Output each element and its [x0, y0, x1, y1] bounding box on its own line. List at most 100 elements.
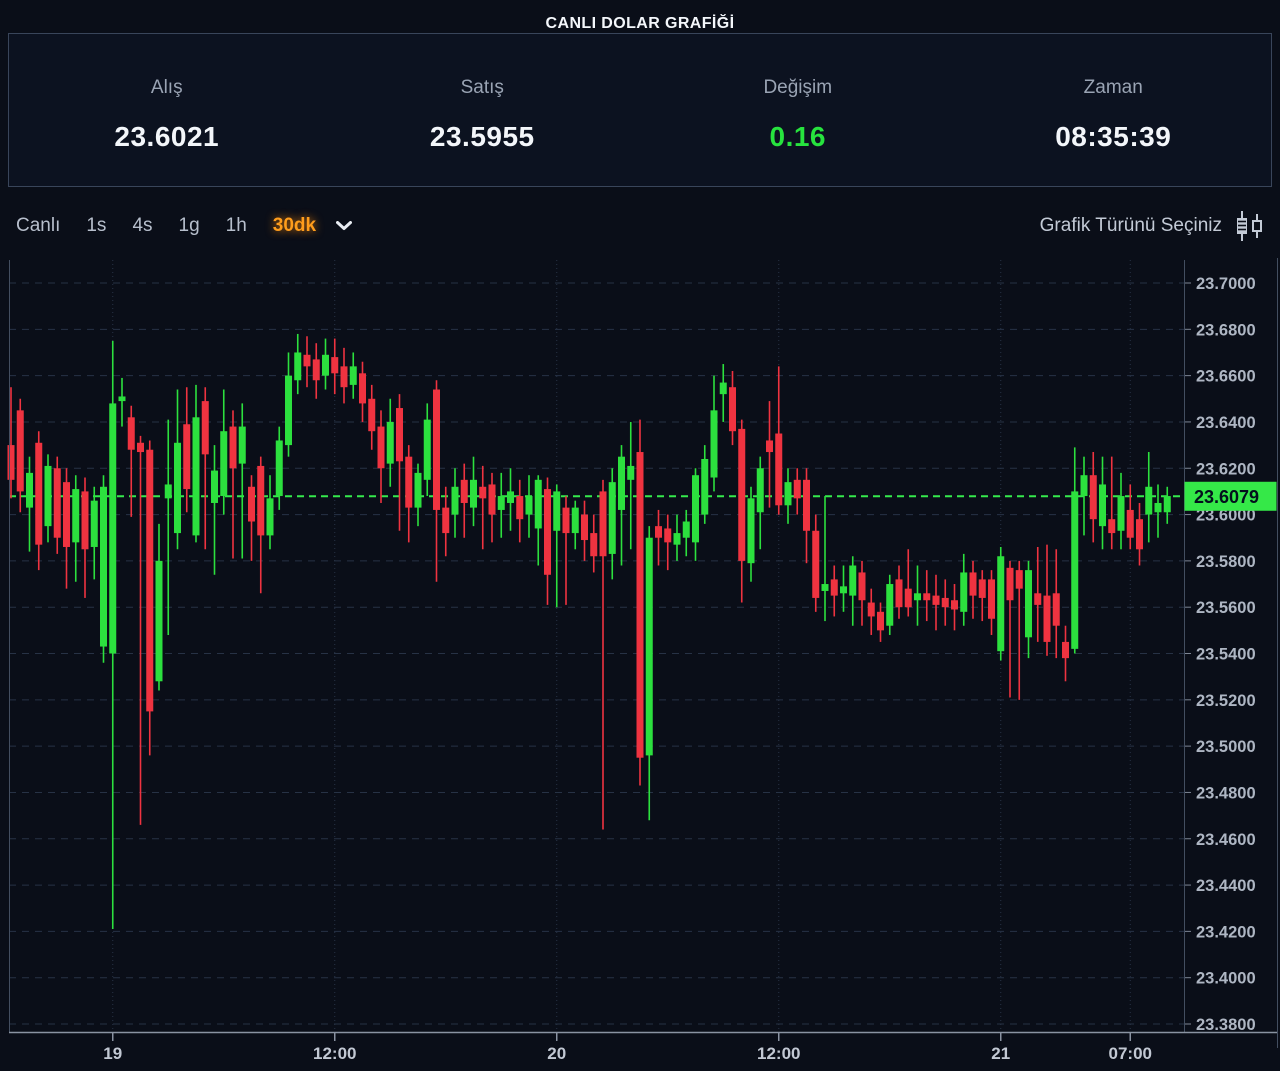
candle-body	[840, 586, 847, 594]
candle-body	[414, 472, 422, 508]
axis-label: 23.6800	[1196, 321, 1256, 339]
interval-4s[interactable]: 4s	[132, 215, 153, 236]
candle-body	[238, 426, 246, 464]
axis-label: 20	[547, 1044, 566, 1063]
candle-body	[312, 359, 320, 381]
candle-body	[433, 389, 440, 510]
quote-buy: Alış 23.6021	[9, 34, 325, 186]
quote-sell: Satış 23.5955	[325, 34, 641, 186]
candle-body	[581, 514, 588, 541]
interval-30dk[interactable]: 30dk	[272, 215, 317, 236]
candle-body	[682, 521, 690, 538]
candle-body	[1043, 595, 1051, 642]
axis-label: 23.4200	[1196, 923, 1256, 941]
candle-body	[386, 421, 394, 464]
candle-body	[1099, 484, 1106, 527]
candle-body	[322, 354, 329, 376]
axis-label: 23.6200	[1196, 460, 1256, 478]
candle-body	[701, 458, 709, 515]
change-label: Değişim	[763, 77, 833, 98]
candle-body	[137, 442, 144, 453]
interval-1s[interactable]: 1s	[86, 215, 107, 236]
candle-body	[793, 479, 801, 499]
candle-body	[488, 484, 496, 515]
candle-body	[1071, 491, 1079, 649]
quote-change: Değişim 0.16	[640, 34, 956, 186]
candle-body	[396, 408, 403, 462]
axis-label: 23.5200	[1196, 692, 1256, 710]
candle-body	[460, 479, 468, 503]
candle-body	[377, 426, 385, 469]
interval-canli[interactable]: Canlı	[16, 215, 61, 236]
candle-body	[1163, 496, 1171, 513]
candle-body	[118, 396, 126, 402]
axis-label: 23.5000	[1196, 738, 1256, 756]
candle-body	[90, 500, 98, 547]
candle-body	[978, 579, 986, 598]
candle-body	[941, 597, 949, 608]
candle-body	[1052, 593, 1060, 626]
candle-body	[590, 533, 598, 557]
interval-1h[interactable]: 1h	[225, 215, 247, 236]
axis-label: 12:00	[757, 1044, 800, 1063]
page-title: CANLI DOLAR GRAFİĞİ	[529, 15, 751, 33]
candle-body	[294, 352, 302, 381]
candle-body	[895, 579, 903, 608]
candle-body	[516, 496, 524, 520]
candle-body	[1025, 570, 1032, 638]
candle-body	[1062, 641, 1069, 659]
interval-selector: Canlı 1s 4s 1g 1h 30dk	[16, 215, 353, 237]
candle-body	[673, 533, 681, 545]
interval-1g[interactable]: 1g	[178, 215, 200, 236]
candle-body	[599, 491, 607, 557]
candlestick-chart: 23.3800 23.4000 23.4200 23.4400 23.4600 23.48…	[7, 258, 1278, 1063]
candle-body	[248, 486, 255, 522]
candle-body	[164, 484, 172, 499]
chart-toolbar: Canlı 1s 4s 1g 1h 30dk Grafik Türünü Seç…	[16, 203, 1264, 249]
candle-body	[719, 382, 727, 395]
candle-body	[618, 456, 625, 510]
candle-body	[257, 465, 265, 536]
axis-label: 23.3800	[1196, 1016, 1256, 1034]
candle-body	[451, 486, 459, 515]
candle-body	[655, 526, 662, 538]
candle-body	[627, 465, 635, 480]
candle-body	[174, 442, 181, 534]
candle-body	[830, 579, 838, 596]
candle-body	[109, 403, 117, 654]
candle-body	[877, 611, 884, 631]
candle-body	[331, 357, 339, 374]
candle-body	[340, 366, 348, 388]
candle-body	[53, 468, 61, 538]
axis-label: 23.4000	[1196, 970, 1256, 988]
quote-time: Zaman 08:35:39	[956, 34, 1272, 186]
candle-body	[359, 373, 366, 404]
buy-label: Alış	[150, 77, 183, 98]
candle-body	[1126, 509, 1134, 538]
candle-body	[1089, 475, 1097, 520]
candle-body	[960, 572, 968, 612]
candle-body	[849, 565, 857, 596]
axis-label: 07:00	[1109, 1044, 1152, 1063]
candle-body	[442, 507, 450, 534]
chevron-down-icon[interactable]	[336, 221, 353, 231]
candle-body	[303, 354, 311, 367]
candle-body	[803, 479, 810, 531]
candle-body	[784, 482, 792, 506]
candle-body	[192, 417, 200, 536]
axis-label: 23.7000	[1196, 275, 1256, 293]
candle-body	[729, 387, 736, 432]
candle-body	[645, 537, 653, 756]
chart-type-selector[interactable]: Grafik Türünü Seçiniz	[1040, 210, 1264, 242]
quote-panel: Alış 23.6021 Satış 23.5955 Değişim 0.16 …	[8, 33, 1272, 187]
candle-body	[747, 498, 755, 564]
candle-body	[951, 600, 958, 610]
candle-body	[1034, 593, 1042, 605]
candle-body	[44, 465, 52, 527]
candle-body	[867, 602, 875, 617]
candle-body	[775, 433, 783, 506]
candle-body	[72, 489, 80, 543]
axis-label: 23.4600	[1196, 831, 1256, 849]
candle-body	[63, 482, 70, 547]
